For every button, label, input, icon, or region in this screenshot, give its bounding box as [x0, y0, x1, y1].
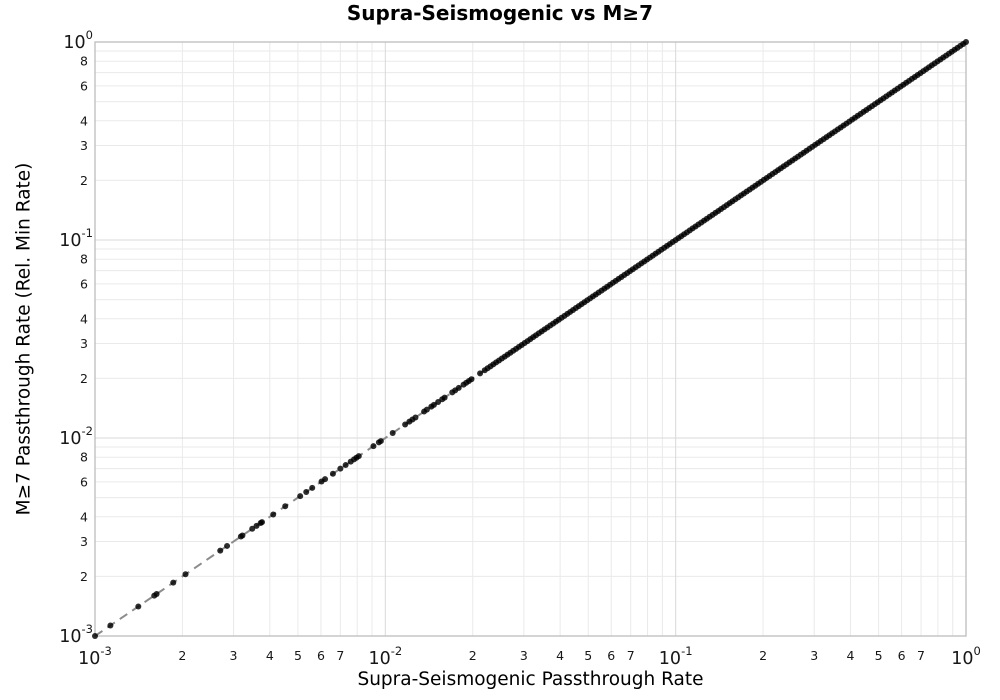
y-minor-tick-label: 8: [80, 450, 88, 465]
x-minor-tick-label: 2: [469, 648, 477, 663]
axes-border: [94, 41, 967, 637]
x-minor-tick-label: 7: [336, 648, 344, 663]
y-minor-tick-label: 4: [80, 113, 88, 128]
x-minor-tick-label: 7: [917, 648, 925, 663]
y-major-tick-label: 10-3: [59, 622, 93, 647]
y-minor-tick-label: 6: [80, 276, 88, 291]
y-minor-tick-label: 3: [80, 336, 88, 351]
y-minor-tick-label: 2: [80, 569, 88, 584]
x-minor-tick-label: 5: [294, 648, 302, 663]
x-major-tick-label: 10-1: [659, 644, 693, 669]
x-minor-tick-label: 2: [178, 648, 186, 663]
x-minor-tick-label: 6: [607, 648, 615, 663]
x-minor-tick-label: 4: [846, 648, 854, 663]
x-minor-tick-label: 6: [317, 648, 325, 663]
y-minor-tick-label: 6: [80, 78, 88, 93]
x-axis-label: Supra-Seismogenic Passthrough Rate: [357, 669, 704, 690]
y-minor-tick-label: 2: [80, 173, 88, 188]
y-axis-label: M≥7 Passthrough Rate (Rel. Min Rate): [13, 162, 35, 516]
x-minor-tick-label: 3: [810, 648, 818, 663]
x-major-tick-label: 100: [951, 644, 981, 669]
chart-title: Supra-Seismogenic vs M≥7: [346, 1, 654, 25]
y-major-tick-label: 10-2: [59, 424, 93, 449]
y-minor-tick-label: 4: [80, 509, 88, 524]
x-minor-tick-label: 7: [627, 648, 635, 663]
y-minor-tick-label: 6: [80, 474, 88, 489]
x-minor-tick-label: 5: [584, 648, 592, 663]
y-minor-tick-label: 4: [80, 311, 88, 326]
x-minor-tick-label: 4: [556, 648, 564, 663]
y-minor-tick-label: 8: [80, 54, 88, 69]
y-minor-tick-label: 8: [80, 252, 88, 267]
x-minor-tick-label: 2: [759, 648, 767, 663]
y-major-tick-label: 100: [63, 28, 93, 53]
gridlines: [94, 41, 967, 637]
x-minor-tick-label: 5: [875, 648, 883, 663]
y-minor-tick-label: 3: [80, 138, 88, 153]
y-minor-tick-label: 3: [80, 534, 88, 549]
x-minor-tick-label: 4: [266, 648, 274, 663]
scatter-points: [92, 39, 969, 639]
x-minor-tick-label: 3: [230, 648, 238, 663]
x-major-tick-label: 10-3: [78, 644, 112, 669]
y-major-tick-label: 10-1: [59, 226, 93, 251]
x-major-tick-label: 10-2: [368, 644, 402, 669]
y-minor-tick-label: 2: [80, 371, 88, 386]
x-minor-tick-label: 6: [898, 648, 906, 663]
x-minor-tick-label: 3: [520, 648, 528, 663]
